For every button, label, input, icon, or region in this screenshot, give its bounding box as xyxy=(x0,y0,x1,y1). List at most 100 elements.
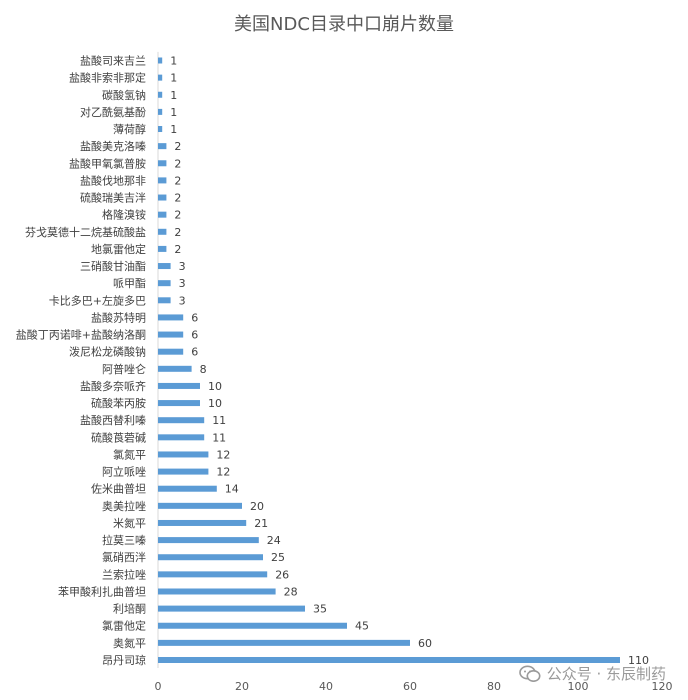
category-label: 昂丹司琼 xyxy=(102,653,146,667)
data-label: 20 xyxy=(250,500,264,513)
data-label: 60 xyxy=(418,637,432,650)
category-label: 盐酸非索非那定 xyxy=(69,71,146,85)
bar xyxy=(158,74,163,81)
x-tick-label: 100 xyxy=(568,680,589,693)
category-label: 阿普唑仑 xyxy=(102,362,146,376)
category-label: 阿立哌唑 xyxy=(102,465,146,479)
category-label: 盐酸美克洛嗪 xyxy=(80,139,146,153)
bar xyxy=(158,588,276,595)
data-label: 14 xyxy=(225,483,239,496)
bar xyxy=(158,297,171,304)
data-label: 6 xyxy=(191,346,198,359)
data-label: 26 xyxy=(275,568,289,581)
data-label: 11 xyxy=(212,414,226,427)
bar xyxy=(158,639,410,646)
category-label: 氯氮平 xyxy=(113,447,146,461)
bar xyxy=(158,177,167,184)
data-label: 12 xyxy=(216,466,230,479)
category-label: 硫酸瑞美吉泮 xyxy=(80,191,146,205)
category-label: 兰索拉唑 xyxy=(102,567,146,581)
category-label: 奥美拉唑 xyxy=(102,499,146,513)
bar xyxy=(158,126,163,133)
category-label: 泼尼松龙磷酸钠 xyxy=(69,345,146,359)
bar xyxy=(158,451,209,458)
x-tick-label: 0 xyxy=(155,680,162,693)
bar xyxy=(158,382,200,389)
category-label: 地氯雷他定 xyxy=(91,242,146,256)
data-label: 2 xyxy=(174,243,181,256)
data-label: 8 xyxy=(200,363,207,376)
category-label: 氯雷他定 xyxy=(102,619,146,633)
bar xyxy=(158,605,305,612)
bar xyxy=(158,622,347,629)
bar xyxy=(158,280,171,287)
category-label: 芬戈莫德十二烷基硫酸盐 xyxy=(25,225,146,239)
x-tick-label: 60 xyxy=(403,680,417,693)
category-label: 哌甲酯 xyxy=(113,277,146,290)
category-label: 碳酸氢钠 xyxy=(102,88,146,102)
category-label: 三硝酸甘油酯 xyxy=(80,259,146,273)
bar xyxy=(158,502,242,509)
data-label: 3 xyxy=(179,294,186,307)
bar xyxy=(158,348,184,355)
category-label: 利培酮 xyxy=(113,602,146,616)
bar xyxy=(158,434,205,441)
data-label: 3 xyxy=(179,260,186,273)
bar xyxy=(158,245,167,252)
category-label: 拉莫三嗪 xyxy=(102,533,146,547)
data-label: 28 xyxy=(284,585,298,598)
data-label: 25 xyxy=(271,551,285,564)
data-label: 10 xyxy=(208,397,222,410)
bar xyxy=(158,228,167,235)
watermark-text: 公众号 · 东辰制药 xyxy=(546,665,666,683)
data-label: 21 xyxy=(254,517,268,530)
data-label: 2 xyxy=(174,226,181,239)
category-label: 盐酸伐地那非 xyxy=(80,173,146,187)
data-label: 45 xyxy=(355,620,369,633)
data-label: 11 xyxy=(212,431,226,444)
data-label: 1 xyxy=(170,55,177,68)
data-label: 2 xyxy=(174,192,181,205)
data-label: 35 xyxy=(313,603,327,616)
watermark: 公众号 · 东辰制药 xyxy=(518,663,666,684)
category-label: 米氮平 xyxy=(113,516,146,530)
data-label: 1 xyxy=(170,106,177,119)
chart-title: 美国NDC目录中口崩片数量 xyxy=(234,14,454,35)
data-label: 6 xyxy=(191,311,198,324)
data-label: 2 xyxy=(174,209,181,222)
category-label: 硫酸苯丙胺 xyxy=(91,396,146,410)
data-label: 24 xyxy=(267,534,281,547)
bar xyxy=(158,57,163,64)
data-label: 6 xyxy=(191,329,198,342)
bar xyxy=(158,365,192,372)
category-label: 盐酸司来吉兰 xyxy=(80,54,146,68)
data-label: 2 xyxy=(174,174,181,187)
category-label: 奥氮平 xyxy=(113,636,146,650)
bar xyxy=(158,108,163,115)
category-label: 盐酸西替利嗪 xyxy=(80,413,146,427)
category-label: 苯甲酸利扎曲普坦 xyxy=(58,584,146,598)
category-label: 盐酸多奈哌齐 xyxy=(80,379,146,393)
data-label: 3 xyxy=(179,277,186,290)
category-label: 格隆溴铵 xyxy=(102,208,146,222)
bar xyxy=(158,485,217,492)
wechat-icon xyxy=(518,665,541,682)
bar xyxy=(158,160,167,167)
data-label: 110 xyxy=(628,654,649,667)
category-label: 盐酸丁丙诺啡+盐酸纳洛酮 xyxy=(16,328,146,342)
x-tick-label: 20 xyxy=(235,680,249,693)
data-label: 1 xyxy=(170,72,177,85)
bar xyxy=(158,331,184,338)
category-label: 盐酸甲氧氯普胺 xyxy=(69,156,146,170)
x-tick-label: 40 xyxy=(319,680,333,693)
bar xyxy=(158,143,167,150)
data-label: 1 xyxy=(170,89,177,102)
bar xyxy=(158,194,167,201)
bar xyxy=(158,571,268,578)
data-label: 2 xyxy=(174,140,181,153)
bar xyxy=(158,211,167,218)
bar xyxy=(158,400,200,407)
category-label: 盐酸苏特明 xyxy=(91,310,146,324)
